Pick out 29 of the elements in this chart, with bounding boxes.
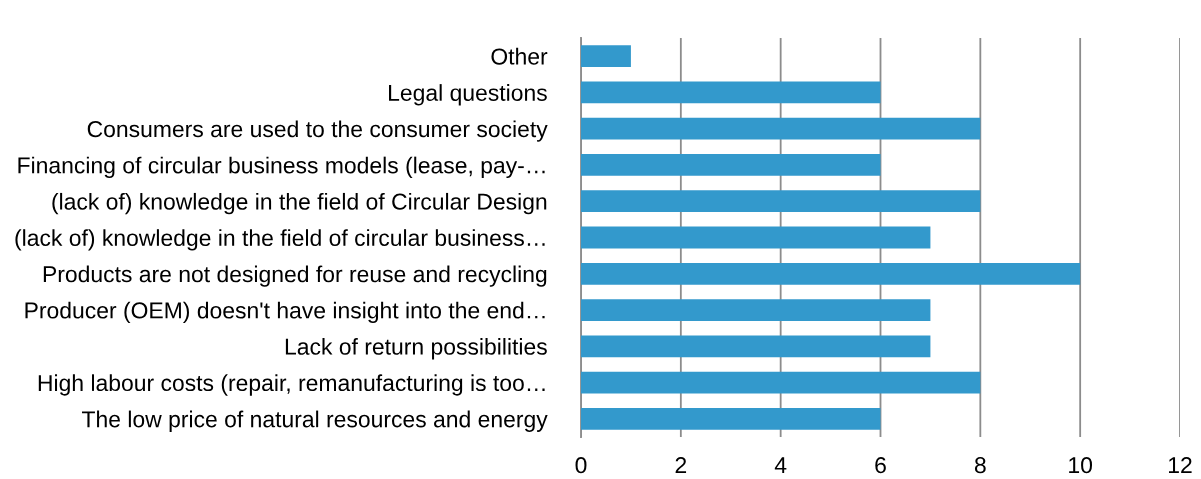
x-tick-label: 10: [1069, 457, 1093, 474]
y-tick-label: The low price of natural resources and energy: [82, 410, 548, 432]
x-tick-label: 12: [1169, 457, 1192, 474]
y-tick-label: High labour costs (repair, remanufacturing is too…: [38, 374, 545, 396]
y-tick-label: Financing of circular business models (lease, pay-…: [18, 156, 545, 179]
bar: [581, 371, 981, 394]
x-tick-label: 4: [774, 457, 787, 474]
y-tick-label: Products are not designed for reuse and recycling: [43, 265, 547, 287]
x-tick-label: 8: [974, 457, 986, 474]
y-tick-label: (lack of) knowledge in the field of Circular Design: [52, 192, 547, 215]
bar: [581, 407, 881, 430]
y-tick-label: Legal questions: [389, 84, 547, 106]
bar: [581, 262, 1081, 285]
x-tick-label: 6: [875, 457, 886, 474]
y-tick-label: Consumers are used to the consumer society: [87, 120, 548, 142]
bar: [581, 190, 981, 213]
bar: [581, 117, 981, 140]
bar: [581, 335, 931, 358]
x-tick-label: 2: [675, 457, 687, 474]
y-tick-label: Other: [491, 47, 548, 65]
bar: [581, 154, 881, 176]
y-tick-label: Producer (OEM) doesn't have insight into the end…: [25, 301, 545, 324]
bar: [581, 299, 931, 321]
bar: [581, 226, 931, 249]
y-tick-label: (lack of) knowledge in the field of circular business…: [15, 229, 545, 251]
x-tick-label: 0: [575, 457, 587, 474]
bar: [581, 45, 631, 68]
bar: [581, 81, 881, 104]
y-tick-label: Lack of return possibilities: [285, 338, 547, 360]
